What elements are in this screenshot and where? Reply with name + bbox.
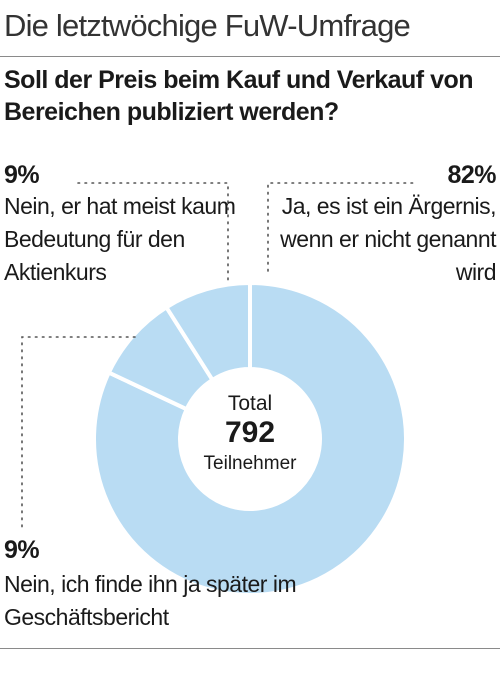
center-total-label: Total: [228, 392, 272, 415]
slice-text: Nein, ich finde ihn ja später im Geschäf…: [4, 571, 297, 630]
donut-slice-2: [163, 280, 252, 383]
slice-percent: 9%: [4, 161, 40, 189]
slice-label-nein-aktienkurs: 9% Nein, er hat meist kaum Bedeutung für…: [4, 160, 249, 289]
center-total-value: 792: [225, 416, 275, 449]
poll-question: Soll der Preis beim Kauf und Verkauf von…: [4, 66, 474, 126]
leader-line-bottom: [21, 336, 136, 528]
slice-text: Nein, er hat meist kaum Bedeutung für de…: [4, 193, 236, 285]
slice-label-ja: 82% Ja, es ist ein Ärgernis, wenn er nic…: [256, 160, 496, 289]
slice-text: Ja, es ist ein Ärgernis, wenn er nicht g…: [280, 193, 496, 285]
slice-percent: 9%: [4, 536, 40, 564]
bottom-divider: [0, 648, 500, 649]
slice-label-nein-geschaeftsbericht: 9% Nein, ich finde ihn ja später im Gesc…: [4, 535, 424, 634]
center-total-unit: Teilnehmer: [204, 453, 298, 474]
leader-line-left: [77, 182, 229, 282]
leader-lines: [21, 182, 419, 528]
top-divider: [0, 56, 500, 57]
slice-percent: 82%: [447, 161, 496, 189]
donut-slice-0: [92, 280, 408, 597]
kicker-title: Die letztwöchige FuW-Umfrage: [4, 8, 411, 43]
leader-line-right: [267, 182, 419, 272]
